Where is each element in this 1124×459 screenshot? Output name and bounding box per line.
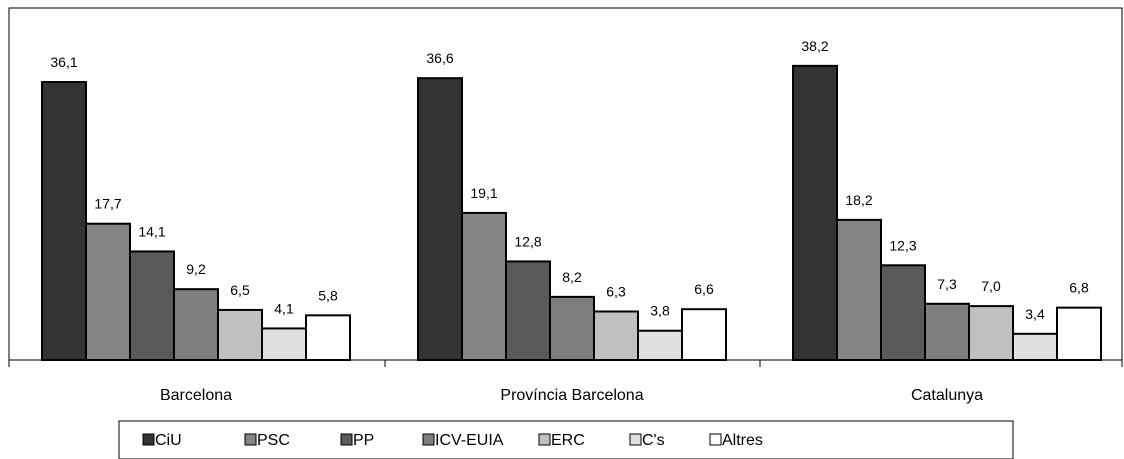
- legend-swatch-ciu: [142, 433, 155, 446]
- bar-prov-ncia-barcelona-ciu: [417, 77, 463, 362]
- legend-swatch-pp: [340, 433, 353, 446]
- legend-label-erc: ERC: [551, 432, 585, 449]
- bar-catalunya-pp: [880, 264, 926, 362]
- bar-prov-ncia-barcelona-icv-euia: [549, 295, 595, 361]
- value-label-barcelona-c-s: 4,1: [274, 300, 294, 316]
- value-label-catalunya-c-s: 3,4: [1025, 306, 1045, 322]
- bar-prov-ncia-barcelona-pp: [505, 260, 551, 361]
- value-label-prov-ncia-barcelona-altres: 6,6: [694, 281, 714, 297]
- value-label-catalunya-erc: 7,0: [981, 278, 1001, 294]
- value-label-prov-ncia-barcelona-c-s: 3,8: [650, 303, 670, 319]
- value-label-prov-ncia-barcelona-psc: 19,1: [470, 185, 497, 201]
- legend-label-psc: PSC: [257, 432, 290, 449]
- value-label-prov-ncia-barcelona-ciu: 36,6: [426, 50, 453, 66]
- value-label-catalunya-ciu: 38,2: [801, 38, 828, 54]
- value-label-barcelona-psc: 17,7: [94, 196, 121, 212]
- value-label-barcelona-erc: 6,5: [230, 282, 250, 298]
- bar-catalunya-altres: [1056, 306, 1102, 362]
- value-label-catalunya-altres: 6,8: [1069, 280, 1089, 296]
- bar-barcelona-altres: [305, 314, 351, 361]
- bar-catalunya-icv-euia: [924, 302, 970, 362]
- bar-catalunya-psc: [836, 218, 882, 361]
- legend-label-pp: PP: [353, 432, 374, 449]
- category-label-barcelona: Barcelona: [160, 387, 232, 404]
- value-label-prov-ncia-barcelona-erc: 6,3: [606, 283, 626, 299]
- bar-catalunya-ciu: [792, 64, 838, 362]
- value-labels-layer: 36,1 17,7 14,1 9,2 6,5 4,1 5,8 36,6 19,1 12,8 8,2 6…: [50, 38, 1089, 322]
- category-label-catalunya: Catalunya: [911, 387, 983, 404]
- legend-swatch-icv-euia: [422, 433, 435, 446]
- bar-barcelona-c-s: [261, 327, 307, 361]
- legend-swatch-c-s: [629, 433, 642, 446]
- value-label-prov-ncia-barcelona-pp: 12,8: [514, 233, 541, 249]
- value-label-barcelona-icv-euia: 9,2: [186, 261, 206, 277]
- legend: CiU PSC PP ICV-EUIA ERC C's Altres: [118, 420, 1014, 459]
- bar-barcelona-ciu: [41, 81, 87, 361]
- bar-prov-ncia-barcelona-c-s: [637, 329, 683, 361]
- bar-barcelona-psc: [85, 222, 131, 361]
- bar-barcelona-pp: [129, 250, 175, 361]
- legend-box: [118, 420, 1014, 459]
- bar-prov-ncia-barcelona-psc: [461, 211, 507, 361]
- bar-barcelona-icv-euia: [173, 288, 219, 361]
- bar-prov-ncia-barcelona-erc: [593, 310, 639, 361]
- value-label-barcelona-altres: 5,8: [318, 287, 338, 303]
- bars-layer: [41, 64, 1102, 362]
- bar-barcelona-erc: [217, 308, 263, 362]
- value-label-catalunya-psc: 18,2: [845, 192, 872, 208]
- x-axis: Barcelona Província Barcelona Catalunya: [8, 359, 1123, 404]
- value-label-barcelona-ciu: 36,1: [50, 54, 77, 70]
- value-label-catalunya-icv-euia: 7,3: [937, 276, 957, 292]
- legend-label-icv-euia: ICV-EUIA: [435, 432, 504, 449]
- value-label-barcelona-pp: 14,1: [138, 223, 165, 239]
- legend-label-ciu: CiU: [155, 432, 182, 449]
- legend-swatch-altres: [709, 433, 722, 446]
- value-label-prov-ncia-barcelona-icv-euia: 8,2: [562, 269, 582, 285]
- value-label-catalunya-pp: 12,3: [889, 237, 916, 253]
- bar-catalunya-c-s: [1012, 332, 1058, 362]
- legend-label-c-s: C's: [642, 432, 665, 449]
- legend-swatch-erc: [538, 433, 551, 446]
- bar-prov-ncia-barcelona-altres: [681, 308, 727, 361]
- bar-catalunya-erc: [968, 305, 1014, 362]
- legend-label-altres: Altres: [722, 432, 763, 449]
- legend-swatch-psc: [244, 433, 257, 446]
- category-label-prov-ncia-barcelona: Província Barcelona: [500, 387, 643, 404]
